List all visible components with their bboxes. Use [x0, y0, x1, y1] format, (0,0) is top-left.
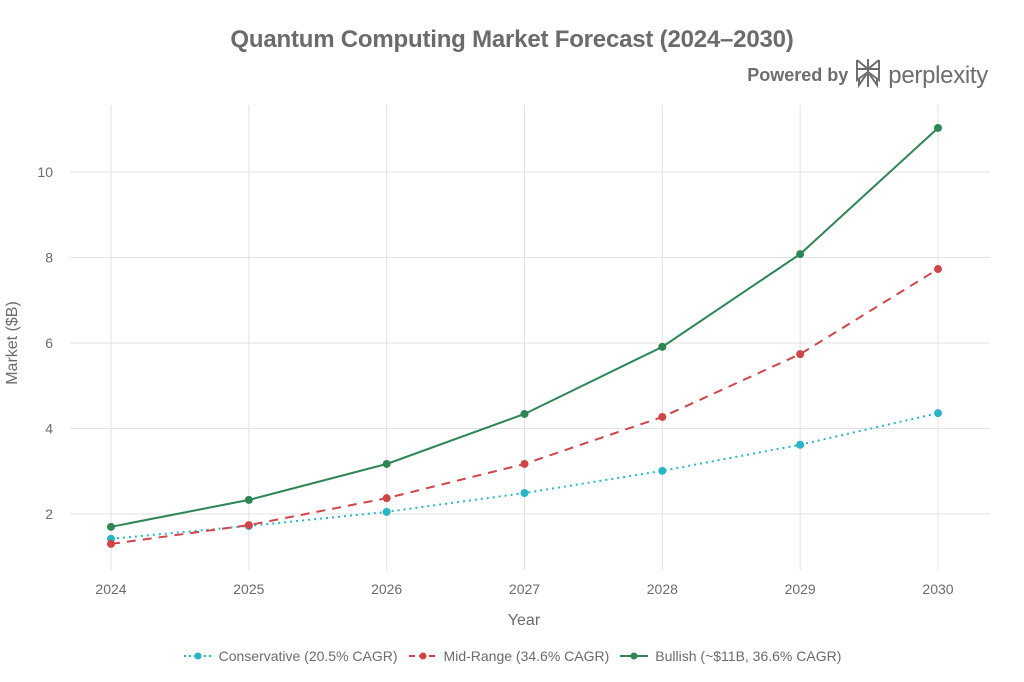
legend-label: Bullish (~$11B, 36.6% CAGR): [655, 648, 842, 664]
series-bullish: [107, 123, 942, 531]
x-tick-label: 2030: [922, 581, 953, 597]
chart-title: Quantum Computing Market Forecast (2024–…: [230, 26, 794, 53]
y-tick-label: 6: [45, 335, 53, 351]
data-point[interactable]: [658, 342, 667, 351]
series-mid-range: [107, 265, 942, 548]
y-tick-label: 4: [45, 421, 53, 437]
y-axis-title: Market ($B): [4, 301, 21, 385]
x-axis-title: Year: [508, 612, 541, 629]
legend: Conservative (20.5% CAGR) Mid-Range (34.6…: [0, 648, 1024, 664]
data-point[interactable]: [520, 459, 529, 468]
data-point[interactable]: [382, 494, 391, 503]
legend-item[interactable]: Conservative (20.5% CAGR): [183, 648, 398, 664]
x-tick-label: 2027: [509, 581, 540, 597]
data-point[interactable]: [382, 459, 391, 468]
data-point[interactable]: [382, 507, 391, 516]
powered-by-badge: Powered by perplexity: [747, 58, 988, 93]
data-point[interactable]: [796, 250, 805, 259]
x-axis-ticks: 2024 2025 2026 2027 2028 2029 2030: [95, 581, 953, 597]
grid-lines: [70, 105, 990, 570]
legend-swatch-icon: [620, 652, 649, 660]
y-tick-label: 2: [45, 506, 53, 522]
data-point[interactable]: [934, 265, 942, 274]
data-point[interactable]: [520, 489, 529, 498]
data-point[interactable]: [796, 440, 805, 449]
data-point[interactable]: [658, 412, 667, 421]
data-point[interactable]: [934, 123, 942, 132]
data-point[interactable]: [244, 521, 253, 530]
y-axis-ticks: 2 4 6 8 10: [37, 164, 53, 522]
x-tick-label: 2028: [647, 581, 678, 597]
x-tick-label: 2024: [95, 581, 126, 597]
data-point[interactable]: [107, 539, 115, 548]
legend-label: Conservative (20.5% CAGR): [218, 648, 398, 664]
legend-label: Mid-Range (34.6% CAGR): [443, 648, 610, 664]
x-tick-label: 2025: [233, 581, 264, 597]
y-tick-label: 8: [45, 250, 53, 266]
powered-by-label: Powered by: [747, 65, 849, 85]
data-point[interactable]: [520, 409, 529, 418]
series-group: [107, 123, 942, 548]
data-point[interactable]: [107, 522, 115, 531]
data-point[interactable]: [658, 466, 667, 475]
data-point[interactable]: [934, 409, 942, 418]
x-tick-label: 2026: [371, 581, 402, 597]
data-point[interactable]: [796, 350, 805, 359]
data-point[interactable]: [244, 495, 253, 504]
y-tick-label: 10: [37, 164, 53, 180]
legend-item[interactable]: Mid-Range (34.6% CAGR): [408, 648, 610, 664]
perplexity-logo-icon: [854, 58, 882, 93]
perplexity-brand-label: perplexity: [888, 61, 988, 89]
legend-swatch-icon: [408, 652, 437, 660]
legend-swatch-icon: [183, 652, 212, 660]
x-tick-label: 2029: [785, 581, 816, 597]
legend-item[interactable]: Bullish (~$11B, 36.6% CAGR): [619, 648, 841, 664]
